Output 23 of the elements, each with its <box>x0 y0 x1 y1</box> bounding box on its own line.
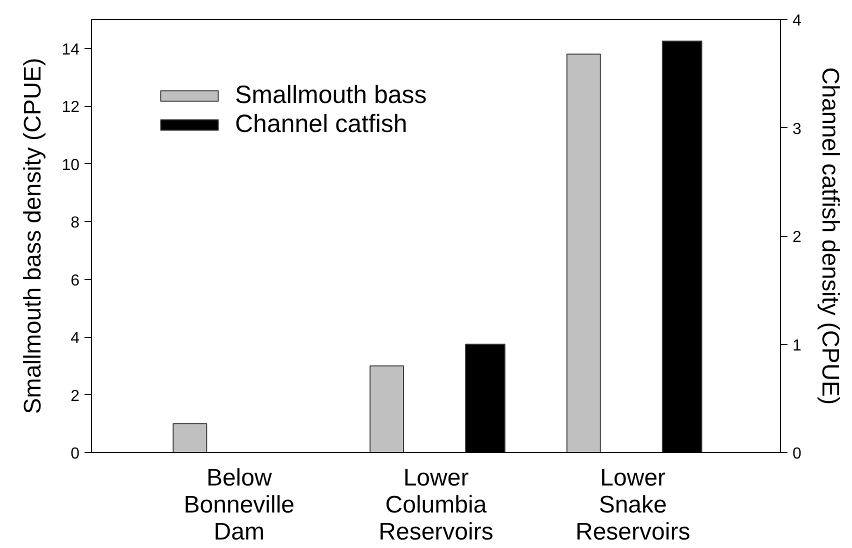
y-tick-label: 2 <box>70 388 80 405</box>
bar <box>566 54 601 452</box>
x-tick-label: Below Bonneville Dam <box>184 464 295 546</box>
y2-tick-label: 3 <box>792 120 802 138</box>
y2-tick-label: 2 <box>792 229 802 246</box>
y-axis-title: Smallmouth bass density (CPUE) <box>20 58 47 414</box>
y2-tick-label: 1 <box>792 337 802 354</box>
x-tick-label: Lower Snake Reservoirs <box>576 464 690 546</box>
x-tick-label: Lower Columbia Reservoirs <box>378 464 494 546</box>
y-tick-label: 4 <box>70 330 80 348</box>
legend-label: Channel catfish <box>235 110 408 139</box>
y2-tick-label: 0 <box>792 446 802 462</box>
y-tick-label: 10 <box>62 156 80 174</box>
bar <box>172 423 208 452</box>
y2-tick-label: 4 <box>792 12 802 30</box>
y-tick-label: 8 <box>70 214 80 232</box>
y-tick-label: 0 <box>70 446 80 462</box>
y-tick-label: 14 <box>62 41 80 58</box>
y2-axis-title: Channel catfish density (CPUE) <box>816 67 844 405</box>
bar <box>370 365 404 452</box>
legend-label: Smallmouth bass <box>235 81 427 110</box>
y-tick-label: 12 <box>62 99 80 116</box>
y-tick-label: 6 <box>70 272 80 290</box>
